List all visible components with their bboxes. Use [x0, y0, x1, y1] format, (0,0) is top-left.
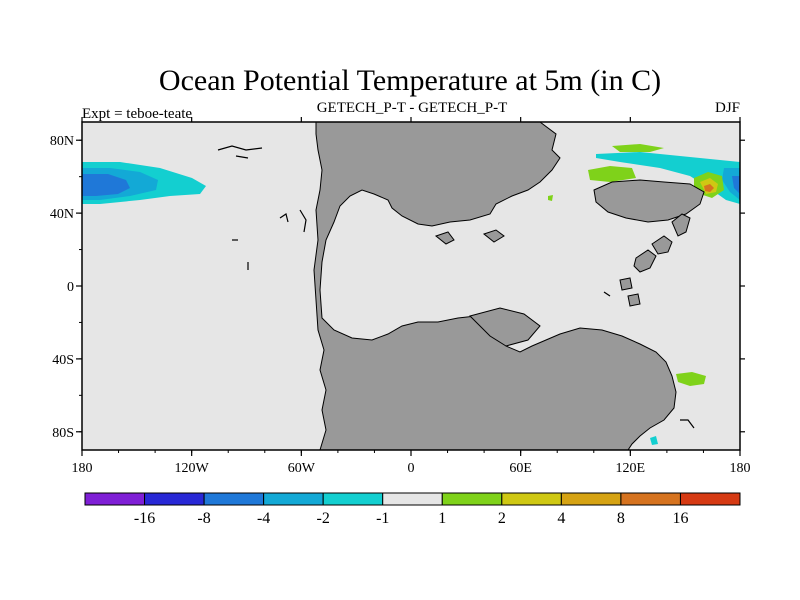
colorbar-box	[441, 492, 503, 506]
anomaly-shading	[82, 144, 740, 445]
colorbar-label: 16	[672, 510, 688, 527]
land-northeast-island	[593, 179, 705, 223]
coast-outline-3	[279, 213, 289, 223]
land-island-1	[633, 249, 657, 273]
colorbar-box	[322, 492, 384, 506]
colorbar-label: -2	[317, 510, 330, 527]
colorbar-label: 8	[617, 510, 625, 527]
x-tick-label: 120E	[616, 461, 646, 476]
y-tick-label: 0	[67, 280, 74, 295]
colorbar: -16 -8 -4 -2 -1 1 2 4 8 16	[84, 492, 741, 527]
plot-title: Ocean Potential Temperature at 5m (in C)	[159, 64, 661, 97]
anomaly-green-small	[548, 195, 553, 201]
land-island-2	[651, 235, 673, 255]
colorbar-box	[144, 492, 205, 506]
subtitle-left: Expt = teboe-teate	[82, 106, 192, 122]
y-axis-ticks: 80N 40N 0 40S 80S	[50, 134, 745, 441]
x-tick-label: 180	[730, 461, 751, 476]
x-tick-label: 60W	[288, 461, 316, 476]
land-island-7	[482, 229, 505, 243]
subtitle-center: GETECH_P-T - GETECH_P-T	[317, 100, 508, 116]
land-island-4	[619, 277, 633, 291]
colorbar-box	[501, 492, 562, 506]
anomaly-green-north	[612, 144, 664, 152]
anomaly-north-pacific-minus8	[82, 174, 130, 196]
anomaly-east-edge-minus2	[596, 152, 740, 204]
coast-outline-7	[603, 291, 611, 297]
colorbar-label: 4	[557, 510, 565, 527]
x-tick-label: 180	[72, 461, 93, 476]
x-tick-label: 120W	[175, 461, 210, 476]
y-tick-label: 40S	[52, 353, 74, 368]
x-tick-label: 0	[408, 461, 415, 476]
colorbar-label: -1	[376, 510, 389, 527]
coast-outline-8	[680, 419, 695, 429]
coast-outline-1	[217, 145, 263, 151]
anomaly-green-south	[676, 372, 706, 386]
colorbar-label: 2	[498, 510, 506, 527]
land-central-peninsula	[469, 307, 541, 347]
subtitle-right: DJF	[715, 100, 740, 116]
x-axis-ticks: 180 120W 60W 0 60E 120E 180	[72, 117, 751, 476]
landmasses	[313, 122, 705, 450]
y-tick-label: 40N	[50, 207, 74, 222]
colorbar-label: -4	[257, 510, 270, 527]
colorbar-box	[263, 492, 324, 506]
map-area	[82, 122, 740, 450]
colorbar-label: 1	[438, 510, 446, 527]
anomaly-cyan-south	[650, 436, 658, 445]
x-tick-label: 60E	[509, 461, 532, 476]
colorbar-box	[679, 492, 741, 506]
colorbar-box	[620, 492, 681, 506]
colorbar-box	[560, 492, 622, 506]
anomaly-east-edge-minus8	[732, 176, 740, 194]
land-island-5	[627, 293, 641, 307]
coast-outline-2	[235, 155, 249, 159]
coast-outline-4	[299, 209, 307, 233]
colorbar-box	[203, 492, 265, 506]
y-tick-label: 80S	[52, 426, 74, 441]
y-tick-label: 80N	[50, 134, 74, 149]
colorbar-label: -16	[134, 510, 155, 527]
land-island-6	[434, 231, 455, 245]
colorbar-label: -8	[197, 510, 210, 527]
colorbar-box	[84, 492, 146, 506]
anomaly-green-west	[588, 166, 636, 182]
colorbar-box	[382, 492, 443, 506]
small-coastlines	[217, 145, 695, 429]
anomaly-orange-east	[704, 184, 714, 192]
land-island-3	[671, 213, 691, 237]
